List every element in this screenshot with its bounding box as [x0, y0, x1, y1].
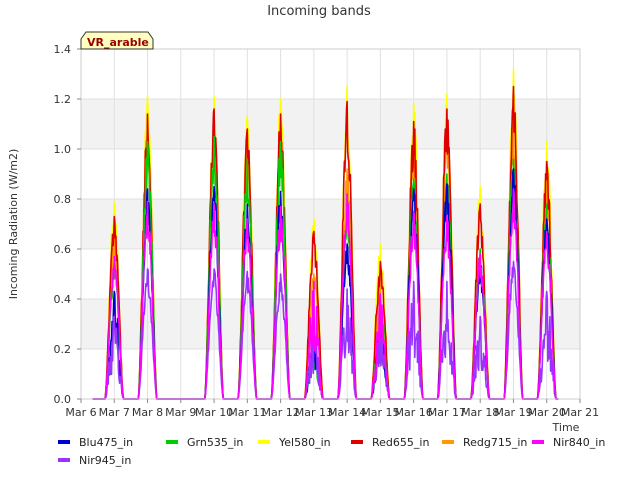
grid-band — [81, 299, 580, 349]
legend-swatch — [442, 440, 454, 444]
x-tick-label: Mar 17 — [428, 406, 466, 419]
x-tick-label: Mar 15 — [361, 406, 399, 419]
legend-item: Grn535_in — [166, 436, 243, 450]
legend-label: Red655_in — [372, 436, 430, 449]
x-tick-label: Mar 10 — [195, 406, 233, 419]
y-tick-label: 1.0 — [54, 143, 72, 156]
site-badge: VR_arable — [80, 31, 154, 50]
x-tick-label: Mar 19 — [494, 406, 532, 419]
legend-label: Nir840_in — [553, 436, 606, 449]
y-tick-label: 1.4 — [54, 43, 72, 56]
y-tick-label: 0.0 — [54, 393, 72, 406]
grid-band — [81, 99, 580, 149]
series-line-nir840_in — [92, 188, 559, 400]
plot-frame — [80, 48, 581, 400]
y-tick-label: 0.4 — [54, 293, 72, 306]
legend-label: Yel580_in — [279, 436, 331, 449]
y-tick-label: 0.6 — [54, 243, 72, 256]
legend-item: Yel580_in — [258, 436, 331, 450]
legend-item: Nir840_in — [532, 436, 605, 450]
x-tick-label: Mar 20 — [528, 406, 566, 419]
legend-swatch — [58, 458, 70, 462]
x-tick-label: Mar 16 — [395, 406, 433, 419]
legend-swatch — [532, 440, 544, 444]
legend-label: Redg715_in — [463, 436, 528, 449]
legend-swatch — [351, 440, 363, 444]
legend-swatch — [166, 440, 178, 444]
series-layer — [92, 68, 559, 400]
chart-title: Incoming bands — [267, 4, 371, 19]
legend-item: Redg715_in — [442, 436, 527, 450]
x-tick-label: Mar 8 — [132, 406, 163, 419]
x-tick-label: Mar 14 — [328, 406, 366, 419]
x-tick-label: Mar 9 — [165, 406, 196, 419]
x-axis-label: Time — [552, 421, 580, 434]
legend-item: Red655_in — [351, 436, 429, 450]
x-tick-label: Mar 6 — [65, 406, 96, 419]
x-tick-label: Mar 18 — [461, 406, 499, 419]
legend-label: Nir945_in — [79, 454, 132, 467]
y-axis-label: Incoming Radiation (W/m2) — [7, 149, 20, 300]
x-tick-label: Mar 21 — [561, 406, 599, 419]
site-badge-box — [80, 31, 154, 50]
y-tick-label: 0.2 — [54, 343, 72, 356]
legend-label: Grn535_in — [187, 436, 244, 449]
y-tick-label: 1.2 — [54, 93, 72, 106]
x-tick-label: Mar 13 — [295, 406, 333, 419]
x-tick-label: Mar 11 — [228, 406, 266, 419]
legend-swatch — [258, 440, 270, 444]
grid-band — [81, 199, 580, 249]
x-tick-label: Mar 7 — [99, 406, 130, 419]
plot-area — [80, 48, 581, 400]
legend-label: Blu475_in — [79, 436, 134, 449]
grid-bands — [81, 99, 580, 349]
y-axis-ticks: 0.0 0.2 0.4 0.6 0.8 1.0 1.2 1.4 — [54, 43, 81, 406]
legend-item: Blu475_in — [58, 436, 133, 450]
site-badge-label: VR_arable — [87, 36, 149, 49]
x-tick-label: Mar 12 — [261, 406, 299, 419]
y-tick-label: 0.8 — [54, 193, 72, 206]
legend-swatch — [58, 440, 70, 444]
legend-item: Nir945_in — [58, 454, 131, 468]
